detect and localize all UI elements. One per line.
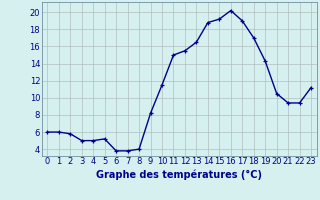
X-axis label: Graphe des températures (°C): Graphe des températures (°C) xyxy=(96,169,262,180)
